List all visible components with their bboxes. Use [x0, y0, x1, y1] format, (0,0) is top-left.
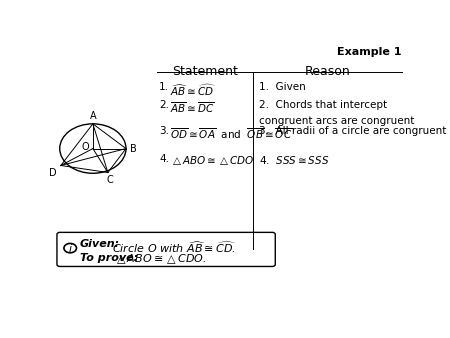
Text: 2.: 2.	[159, 100, 169, 111]
Text: C: C	[106, 175, 113, 185]
Text: A: A	[90, 111, 96, 121]
Text: $\overline{OD} \cong \overline{OA}$  and  $\overline{OB} \cong \overline{OC}$: $\overline{OD} \cong \overline{OA}$ and …	[170, 126, 292, 141]
Text: $\overline{AB} \cong \overline{DC}$: $\overline{AB} \cong \overline{DC}$	[170, 100, 214, 115]
Text: D: D	[50, 168, 57, 178]
Text: Reason: Reason	[305, 65, 350, 78]
Text: 1.  Given: 1. Given	[258, 82, 305, 92]
Text: Statement: Statement	[172, 65, 238, 78]
Text: Example 1: Example 1	[337, 47, 401, 57]
Text: 3.: 3.	[159, 126, 169, 137]
Text: 4.: 4.	[159, 154, 169, 164]
Text: 1.: 1.	[159, 82, 169, 92]
Text: $\widehat{AB} \cong \widehat{CD}$: $\widehat{AB} \cong \widehat{CD}$	[170, 82, 216, 97]
Text: 4.  $SSS \cong SSS$: 4. $SSS \cong SSS$	[258, 154, 329, 166]
Text: $\triangle ABO \cong \triangle CDO$: $\triangle ABO \cong \triangle CDO$	[170, 154, 254, 167]
Text: $\triangle ABO \cong \triangle CDO$.: $\triangle ABO \cong \triangle CDO$.	[114, 253, 207, 266]
Text: $i$: $i$	[68, 242, 73, 254]
Text: 2.  Chords that intercept: 2. Chords that intercept	[258, 100, 387, 111]
FancyBboxPatch shape	[57, 232, 275, 266]
Text: O: O	[81, 142, 89, 152]
Text: Circle $O$ with $\widehat{AB} \cong \widehat{CD}$.: Circle $O$ with $\widehat{AB} \cong \wid…	[105, 239, 236, 255]
Text: To prove:: To prove:	[80, 253, 138, 263]
Text: 3.  All radii of a circle are congruent: 3. All radii of a circle are congruent	[258, 126, 446, 137]
Text: B: B	[130, 144, 137, 153]
Text: congruent arcs are congruent: congruent arcs are congruent	[258, 116, 414, 126]
Text: Given:: Given:	[80, 239, 120, 249]
